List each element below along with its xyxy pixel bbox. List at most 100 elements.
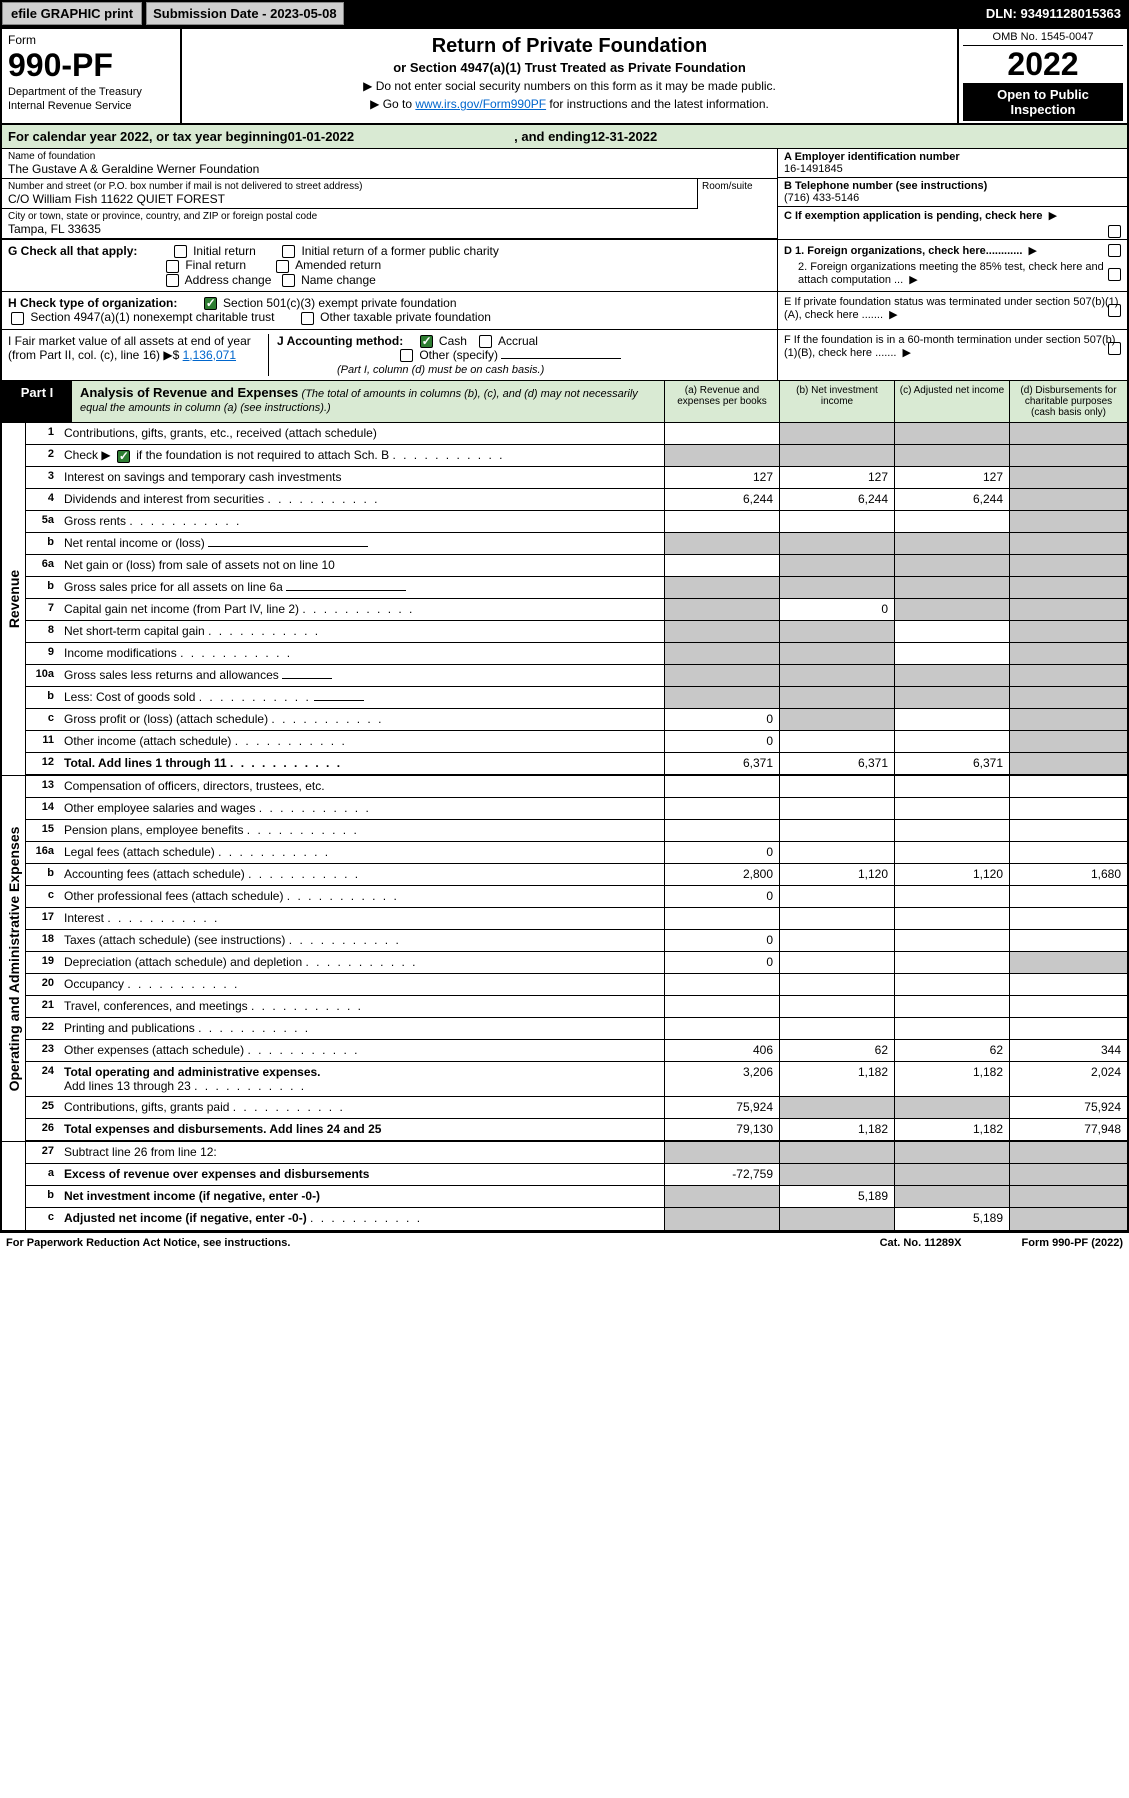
page-footer: For Paperwork Reduction Act Notice, see … bbox=[0, 1232, 1129, 1253]
line-27b: Net investment income (if negative, ente… bbox=[60, 1186, 664, 1207]
g-initial-former-chk[interactable] bbox=[282, 245, 295, 258]
line-27-section: 27Subtract line 26 from line 12: aExcess… bbox=[2, 1141, 1127, 1230]
city-label: City or town, state or province, country… bbox=[8, 211, 771, 222]
line-10a: Gross sales less returns and allowances bbox=[60, 665, 664, 686]
expenses-section: Operating and Administrative Expenses 13… bbox=[2, 775, 1127, 1141]
j-note: (Part I, column (d) must be on cash basi… bbox=[337, 364, 544, 376]
d2-checkbox[interactable] bbox=[1108, 268, 1121, 281]
revenue-section: Revenue 1Contributions, gifts, grants, e… bbox=[2, 423, 1127, 775]
f-checkbox[interactable] bbox=[1108, 342, 1121, 355]
line-6a: Net gain or (loss) from sale of assets n… bbox=[60, 555, 664, 576]
g-name-change-chk[interactable] bbox=[282, 274, 295, 287]
line-9: Income modifications bbox=[60, 643, 664, 664]
line-12: Total. Add lines 1 through 11 bbox=[60, 753, 664, 774]
line-14: Other employee salaries and wages bbox=[60, 798, 664, 819]
line-17: Interest bbox=[60, 908, 664, 929]
form-label: Form bbox=[8, 33, 174, 47]
line-3: Interest on savings and temporary cash i… bbox=[60, 467, 664, 488]
section-g-d: G Check all that apply: Initial return I… bbox=[2, 240, 1127, 292]
note-goto: ▶ Go to www.irs.gov/Form990PF for instru… bbox=[188, 97, 951, 111]
line-16a: Legal fees (attach schedule) bbox=[60, 842, 664, 863]
line-15: Pension plans, employee benefits bbox=[60, 820, 664, 841]
line-27c: Adjusted net income (if negative, enter … bbox=[60, 1208, 664, 1230]
omb-number: OMB No. 1545-0047 bbox=[963, 31, 1123, 46]
line-1: Contributions, gifts, grants, etc., rece… bbox=[60, 423, 664, 444]
d1-label: D 1. Foreign organizations, check here..… bbox=[784, 245, 1022, 257]
c-exemption-label: C If exemption application is pending, c… bbox=[784, 210, 1043, 222]
d2-label: 2. Foreign organizations meeting the 85%… bbox=[798, 261, 1104, 286]
line-6b: Gross sales price for all assets on line… bbox=[60, 577, 664, 598]
year-end: 12-31-2022 bbox=[591, 129, 658, 144]
g-initial-return-chk[interactable] bbox=[174, 245, 187, 258]
h-4947-chk[interactable] bbox=[11, 312, 24, 325]
expenses-side-label: Operating and Administrative Expenses bbox=[6, 826, 22, 1091]
g-label: G Check all that apply: bbox=[8, 244, 137, 258]
form-990pf: Form 990-PF Department of the Treasury I… bbox=[0, 27, 1129, 1232]
col-a-header: (a) Revenue and expenses per books bbox=[664, 381, 779, 422]
paperwork-notice: For Paperwork Reduction Act Notice, see … bbox=[6, 1237, 290, 1249]
line-19: Depreciation (attach schedule) and deple… bbox=[60, 952, 664, 973]
f-label: F If the foundation is in a 60-month ter… bbox=[784, 334, 1115, 359]
header-right: OMB No. 1545-0047 2022 Open to Public In… bbox=[957, 29, 1127, 123]
calendar-year-row: For calendar year 2022, or tax year begi… bbox=[2, 125, 1127, 149]
part1-label: Part I bbox=[2, 381, 72, 422]
line-13: Compensation of officers, directors, tru… bbox=[60, 776, 664, 797]
j-other-chk[interactable] bbox=[400, 349, 413, 362]
top-bar: efile GRAPHIC print Submission Date - 20… bbox=[0, 0, 1129, 27]
dept-irs: Internal Revenue Service bbox=[8, 100, 174, 112]
part1-header: Part I Analysis of Revenue and Expenses … bbox=[2, 381, 1127, 423]
i-fmv-value[interactable]: 1,136,071 bbox=[183, 348, 236, 362]
line-7: Capital gain net income (from Part IV, l… bbox=[60, 599, 664, 620]
ein-value: 16-1491845 bbox=[784, 163, 1121, 175]
form-number: 990-PF bbox=[8, 47, 174, 84]
phone-value: (716) 433-5146 bbox=[784, 192, 1121, 204]
g-address-change-chk[interactable] bbox=[166, 274, 179, 287]
ein-label: A Employer identification number bbox=[784, 151, 1121, 163]
form-title: Return of Private Foundation bbox=[188, 35, 951, 58]
j-label: J Accounting method: bbox=[277, 334, 403, 348]
note-ssn: ▶ Do not enter social security numbers o… bbox=[188, 79, 951, 93]
irs-link[interactable]: www.irs.gov/Form990PF bbox=[415, 97, 546, 111]
form-ref: Form 990-PF (2022) bbox=[1022, 1237, 1123, 1249]
line-26: Total expenses and disbursements. Add li… bbox=[60, 1119, 664, 1140]
c-checkbox[interactable] bbox=[1108, 225, 1121, 238]
line-10b: Less: Cost of goods sold bbox=[60, 687, 664, 708]
line-27: Subtract line 26 from line 12: bbox=[60, 1142, 664, 1163]
foundation-name: The Gustave A & Geraldine Werner Foundat… bbox=[8, 162, 771, 176]
section-h-e: H Check type of organization: Section 50… bbox=[2, 292, 1127, 330]
foundation-address: C/O William Fish 11622 QUIET FOREST bbox=[8, 192, 691, 206]
tax-year: 2022 bbox=[963, 46, 1123, 83]
line-8: Net short-term capital gain bbox=[60, 621, 664, 642]
line-11: Other income (attach schedule) bbox=[60, 731, 664, 752]
j-cash-chk[interactable] bbox=[420, 335, 433, 348]
room-suite-label: Room/suite bbox=[697, 179, 777, 209]
header-left: Form 990-PF Department of the Treasury I… bbox=[2, 29, 182, 123]
j-accrual-chk[interactable] bbox=[479, 335, 492, 348]
schb-checkbox[interactable] bbox=[117, 450, 130, 463]
efile-print-button[interactable]: efile GRAPHIC print bbox=[2, 2, 142, 25]
g-final-return-chk[interactable] bbox=[166, 260, 179, 273]
addr-label: Number and street (or P.O. box number if… bbox=[8, 181, 691, 192]
dept-treasury: Department of the Treasury bbox=[8, 86, 174, 98]
form-header: Form 990-PF Department of the Treasury I… bbox=[2, 29, 1127, 125]
e-checkbox[interactable] bbox=[1108, 304, 1121, 317]
dln-number: DLN: 93491128015363 bbox=[986, 6, 1127, 21]
line-5b: Net rental income or (loss) bbox=[60, 533, 664, 554]
col-c-header: (c) Adjusted net income bbox=[894, 381, 1009, 422]
h-other-chk[interactable] bbox=[301, 312, 314, 325]
submission-date: Submission Date - 2023-05-08 bbox=[146, 2, 344, 25]
year-begin: 01-01-2022 bbox=[288, 129, 355, 144]
line-22: Printing and publications bbox=[60, 1018, 664, 1039]
h-501c3-chk[interactable] bbox=[204, 297, 217, 310]
line-10c: Gross profit or (loss) (attach schedule) bbox=[60, 709, 664, 730]
g-amended-chk[interactable] bbox=[276, 260, 289, 273]
part1-title: Analysis of Revenue and Expenses bbox=[80, 385, 298, 400]
revenue-side-label: Revenue bbox=[6, 570, 22, 628]
cat-number: Cat. No. 11289X bbox=[880, 1237, 962, 1249]
line-16b: Accounting fees (attach schedule) bbox=[60, 864, 664, 885]
line-18: Taxes (attach schedule) (see instruction… bbox=[60, 930, 664, 951]
line-21: Travel, conferences, and meetings bbox=[60, 996, 664, 1017]
line-20: Occupancy bbox=[60, 974, 664, 995]
foundation-city: Tampa, FL 33635 bbox=[8, 222, 771, 236]
d1-checkbox[interactable] bbox=[1108, 244, 1121, 257]
